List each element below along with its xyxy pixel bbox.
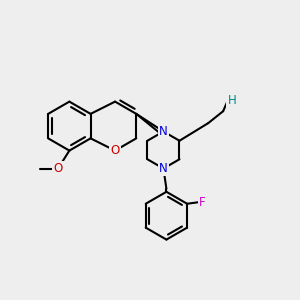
Text: N: N	[159, 162, 168, 175]
Text: F: F	[199, 196, 206, 209]
Text: H: H	[228, 94, 236, 107]
Text: N: N	[159, 125, 168, 138]
Text: O: O	[110, 144, 120, 157]
Text: O: O	[53, 162, 63, 175]
